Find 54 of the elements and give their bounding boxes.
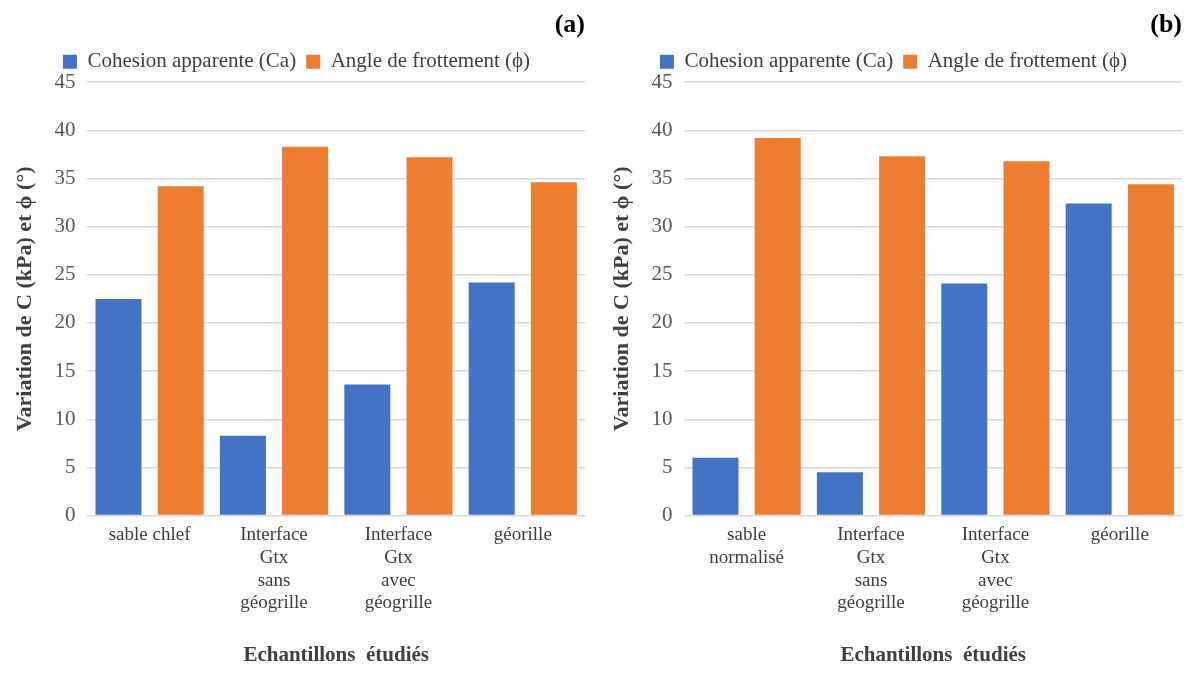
x-axis-title: Echantillons étudiés	[243, 641, 429, 666]
bar	[754, 138, 801, 515]
y-tick-label: 30	[54, 213, 76, 238]
bar	[1127, 184, 1174, 515]
bar	[282, 146, 329, 515]
bar	[530, 182, 577, 515]
y-tick-label: 30	[651, 213, 673, 238]
x-tick-label: Interface Gtx sans géogrille	[240, 522, 308, 613]
bar	[1065, 203, 1112, 515]
x-axis-title: Echantillons étudiés	[840, 641, 1026, 666]
y-tick-label: 5	[64, 453, 76, 478]
bar	[692, 457, 739, 515]
x-tick-label: géorille	[493, 522, 552, 544]
bar	[816, 472, 863, 515]
bar	[157, 186, 204, 515]
bar	[941, 283, 988, 515]
y-axis-title: Variation de C (kPa) et ϕ (°)	[607, 166, 633, 432]
y-tick-label: 15	[54, 357, 76, 382]
bar	[95, 298, 142, 515]
y-axis-title: Variation de C (kPa) et ϕ (°)	[10, 166, 36, 432]
y-tick-label: 25	[54, 261, 76, 286]
bar	[406, 157, 453, 515]
x-tick-label: géorille	[1090, 522, 1149, 544]
bar	[1003, 161, 1050, 515]
chart-title: (b)	[1150, 9, 1182, 39]
x-tick-label: sable normalisé	[709, 522, 785, 567]
chart-title: (a)	[554, 9, 585, 39]
y-tick-label: 35	[54, 165, 76, 190]
y-tick-label: 10	[651, 405, 673, 430]
bar	[468, 282, 515, 515]
y-tick-label: 0	[64, 502, 76, 527]
y-tick-label: 20	[651, 309, 673, 334]
legend-label: Angle de frottement (ϕ)	[927, 48, 1128, 73]
y-tick-label: 45	[54, 68, 76, 93]
x-tick-label: Interface Gtx avec géogrille	[961, 522, 1030, 613]
y-tick-label: 25	[651, 261, 673, 286]
bar	[879, 156, 926, 515]
y-tick-label: 5	[661, 453, 673, 478]
y-tick-label: 40	[651, 116, 673, 141]
x-tick-label: Interface Gtx sans géogrille	[837, 522, 905, 613]
y-tick-label: 45	[651, 68, 673, 93]
x-tick-label: Interface Gtx avec géogrille	[364, 522, 433, 613]
legend-label: Angle de frottement (ϕ)	[330, 48, 531, 73]
y-tick-label: 0	[661, 502, 673, 527]
y-tick-label: 10	[54, 405, 76, 430]
y-tick-label: 15	[651, 357, 673, 382]
y-tick-label: 35	[651, 165, 673, 190]
bar	[344, 384, 391, 515]
bar	[219, 435, 266, 515]
y-tick-label: 40	[54, 116, 76, 141]
y-tick-label: 20	[54, 309, 76, 334]
x-tick-label: sable chlef	[108, 522, 192, 544]
legend-label: Cohesion apparente (Ca)	[684, 48, 894, 73]
legend-label: Cohesion apparente (Ca)	[87, 48, 297, 73]
